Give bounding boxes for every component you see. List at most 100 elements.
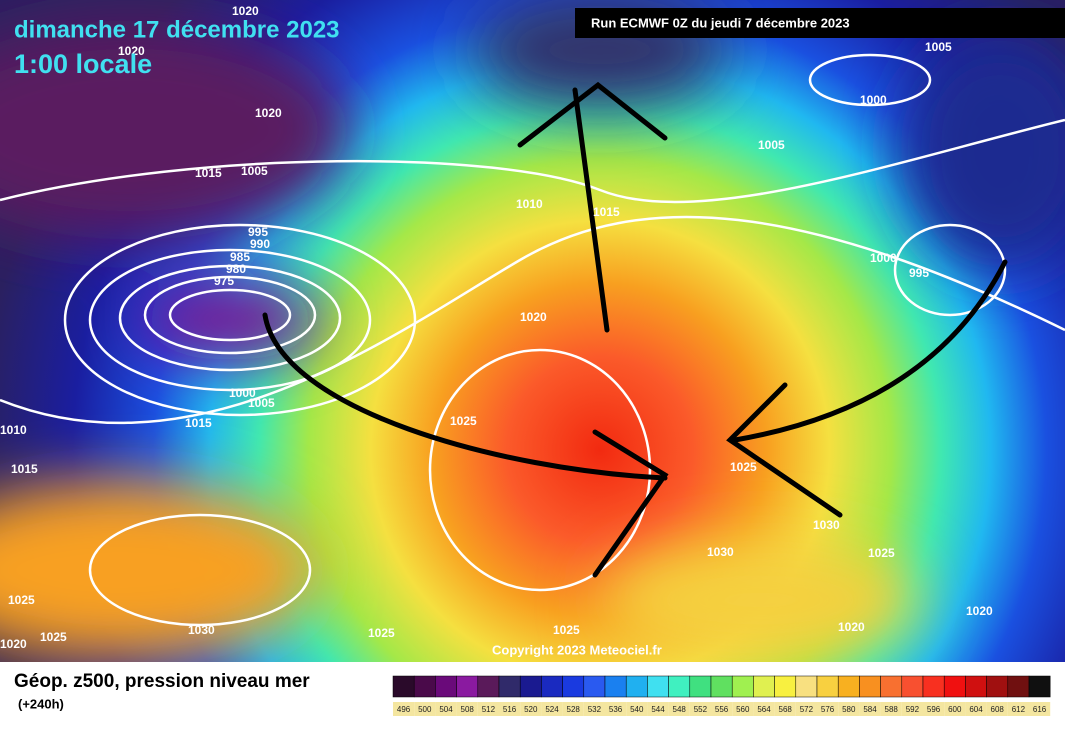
isobar-label: 1025 bbox=[553, 623, 580, 637]
scale-swatch bbox=[795, 675, 818, 698]
scale-swatch bbox=[519, 675, 542, 698]
scale-label-bg bbox=[583, 702, 605, 716]
map-title: dimanche 17 décembre 2023 bbox=[14, 16, 340, 43]
scale-swatch bbox=[965, 675, 987, 698]
isobar-label: 1020 bbox=[232, 4, 259, 18]
isobar-label: 995 bbox=[248, 225, 268, 239]
scale-swatch bbox=[413, 675, 436, 698]
scale-label: 528 bbox=[567, 705, 581, 714]
footer-lead: (+240h) bbox=[18, 696, 64, 711]
scale-swatch bbox=[880, 675, 903, 698]
scale-label-bg bbox=[562, 702, 584, 716]
scale-swatch bbox=[541, 675, 563, 698]
scale-swatch bbox=[477, 675, 500, 698]
scale-swatch bbox=[986, 675, 1009, 698]
isobar-label: 985 bbox=[230, 250, 250, 264]
scale-label-bg bbox=[647, 702, 669, 716]
isobar-label: 1000 bbox=[229, 386, 256, 400]
scale-swatch bbox=[647, 675, 669, 698]
scale-label: 524 bbox=[545, 705, 559, 714]
scale-label-bg bbox=[753, 702, 775, 716]
scale-swatch bbox=[583, 675, 606, 698]
scale-label: 588 bbox=[885, 705, 899, 714]
scale-label: 572 bbox=[800, 705, 814, 714]
scale-label-bg bbox=[414, 702, 436, 716]
color-scale: 496 500 504 508 512 516 520 524 528 532 536 540 544 5… bbox=[392, 675, 1051, 716]
scale-swatch bbox=[774, 675, 797, 698]
scale-label: 500 bbox=[418, 705, 432, 714]
scale-label: 548 bbox=[673, 705, 687, 714]
scale-label-bg bbox=[817, 702, 839, 716]
scale-label: 600 bbox=[948, 705, 962, 714]
isobar-label: 1005 bbox=[925, 40, 952, 54]
scale-label: 568 bbox=[779, 705, 793, 714]
isobar-label: 1015 bbox=[11, 462, 38, 476]
scale-swatch bbox=[731, 675, 754, 698]
scale-label-bg bbox=[732, 702, 754, 716]
scale-swatch bbox=[859, 675, 881, 698]
scale-label-bg bbox=[859, 702, 881, 716]
isobar-label: 1005 bbox=[248, 396, 275, 410]
scale-label: 580 bbox=[842, 705, 856, 714]
scale-label: 504 bbox=[439, 705, 453, 714]
scale-label-bg bbox=[520, 702, 542, 716]
scale-label-bg bbox=[689, 702, 711, 716]
scale-label: 608 bbox=[991, 705, 1005, 714]
scale-label: 576 bbox=[821, 705, 835, 714]
scale-label-bg bbox=[774, 702, 796, 716]
scale-label: 616 bbox=[1033, 705, 1047, 714]
isobar-label: 1020 bbox=[0, 637, 27, 651]
isobar-label: 1020 bbox=[255, 106, 282, 120]
footer-title: Géop. z500, pression niveau mer bbox=[14, 671, 310, 692]
scale-label-bg bbox=[393, 702, 415, 716]
scale-label: 536 bbox=[609, 705, 623, 714]
scale-label-bg bbox=[541, 702, 563, 716]
scale-swatch bbox=[625, 675, 648, 698]
isobar-label: 1015 bbox=[195, 166, 222, 180]
isobar-label: 1015 bbox=[185, 416, 212, 430]
scale-swatch bbox=[753, 675, 775, 698]
isobar-label: 1030 bbox=[707, 545, 734, 559]
scale-label: 532 bbox=[588, 705, 602, 714]
isobar-label: 1025 bbox=[730, 460, 757, 474]
isobar-label: 1030 bbox=[813, 518, 840, 532]
scale-label: 512 bbox=[482, 705, 496, 714]
isobar-label: 1000 bbox=[870, 251, 897, 265]
scale-label-bg bbox=[1007, 702, 1029, 716]
scale-label: 560 bbox=[736, 705, 750, 714]
scale-label: 496 bbox=[397, 705, 411, 714]
run-box bbox=[575, 8, 1065, 38]
scale-label: 604 bbox=[969, 705, 983, 714]
isobar-label: 975 bbox=[214, 274, 234, 288]
scale-swatch bbox=[392, 675, 415, 698]
run-label: Run ECMWF 0Z du jeudi 7 décembre 2023 bbox=[591, 15, 850, 30]
scale-label: 584 bbox=[863, 705, 877, 714]
scale-label-bg bbox=[923, 702, 945, 716]
scale-label-bg bbox=[965, 702, 987, 716]
scale-swatch bbox=[943, 675, 966, 698]
isobar-label: 1025 bbox=[40, 630, 67, 644]
scale-label-bg bbox=[456, 702, 478, 716]
scale-label-bg bbox=[1029, 702, 1051, 716]
scale-swatch bbox=[456, 675, 479, 698]
scale-label-bg bbox=[477, 702, 499, 716]
scale-label-bg bbox=[838, 702, 860, 716]
isobar-label: 1005 bbox=[758, 138, 785, 152]
scale-label-bg bbox=[880, 702, 902, 716]
scale-swatch bbox=[901, 675, 924, 698]
isobar-label: 1025 bbox=[868, 546, 895, 560]
scale-swatch bbox=[1007, 675, 1030, 698]
isobar-label: 995 bbox=[909, 266, 929, 280]
scale-label-bg bbox=[435, 702, 457, 716]
copyright: Copyright 2023 Meteociel.fr bbox=[492, 642, 662, 657]
flow-arrows bbox=[262, 81, 1008, 578]
scale-label-bg bbox=[626, 702, 648, 716]
isobar-label: 1025 bbox=[450, 414, 477, 428]
isobar-label: 1020 bbox=[966, 604, 993, 618]
map-time: 1:00 locale bbox=[14, 49, 152, 79]
isobar-lines bbox=[0, 53, 1065, 627]
isobar-label: 1025 bbox=[368, 626, 395, 640]
scale-label: 564 bbox=[757, 705, 771, 714]
